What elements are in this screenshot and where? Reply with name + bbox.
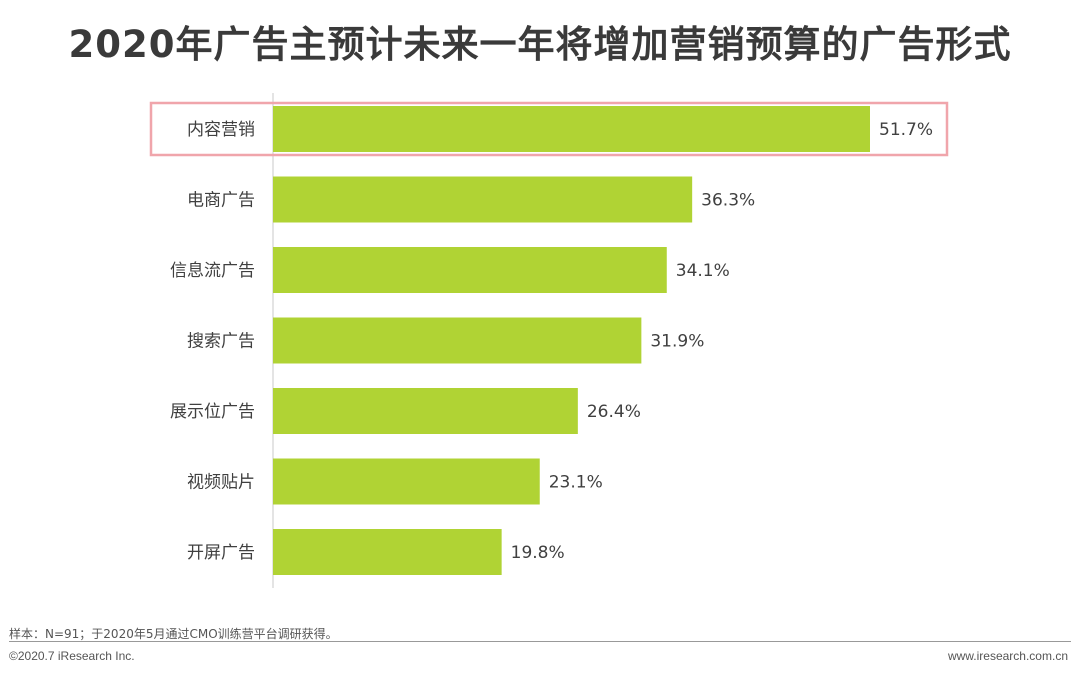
category-label: 搜索广告: [187, 332, 255, 352]
footer-divider: [9, 641, 1071, 642]
bar: [273, 458, 540, 505]
website-text: www.iresearch.com.cn: [947, 649, 1068, 663]
bar: [273, 106, 870, 152]
value-label: 34.1%: [676, 261, 730, 281]
value-label: 51.7%: [879, 120, 933, 140]
category-label: 电商广告: [187, 191, 255, 211]
category-label: 信息流广告: [170, 261, 255, 281]
chart-title: 2020年广告主预计未来一年将增加营销预算的广告形式: [68, 23, 1012, 66]
bar: [273, 176, 693, 223]
bar-chart: 内容营销 51.7% 电商广告 36.3% 信息流广告 34.1% 搜索广告 31.9% 展示位…: [149, 93, 949, 588]
bar: [273, 247, 667, 293]
category-label: 开屏广告: [187, 543, 255, 563]
bar: [273, 388, 578, 434]
bar: [273, 529, 502, 575]
category-label: 视频贴片: [187, 473, 255, 493]
value-label: 36.3%: [701, 191, 755, 211]
highlight-box: [149, 101, 949, 157]
value-label: 26.4%: [587, 402, 641, 422]
copyright-text: ©2020.7 iResearch Inc.: [9, 649, 135, 663]
category-label: 展示位广告: [170, 402, 255, 422]
value-label: 19.8%: [511, 543, 565, 563]
sample-note: 样本：N=91；于2020年5月通过CMO训练营平台调研获得。: [9, 627, 338, 641]
bar: [273, 317, 642, 364]
category-label: 内容营销: [187, 120, 255, 140]
value-label: 31.9%: [650, 332, 704, 352]
value-label: 23.1%: [549, 473, 603, 493]
